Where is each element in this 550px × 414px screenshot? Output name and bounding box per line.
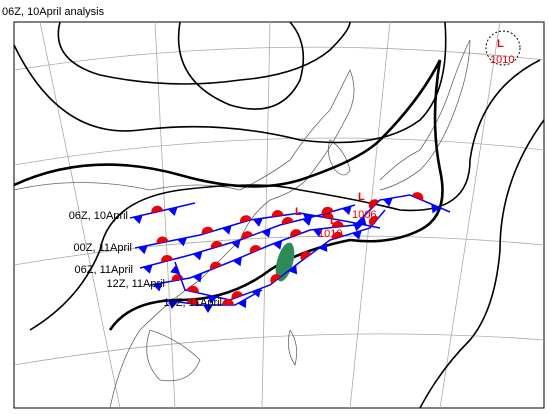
warm-front-semicircle [411, 192, 424, 201]
cold-front-triangle [318, 242, 328, 252]
front-labels: 06Z, 10April 00Z, 11April 06Z, 11April 1… [69, 210, 222, 309]
cold-front-triangle [203, 305, 213, 313]
cold-front-triangle [167, 207, 178, 216]
front-line [134, 212, 381, 249]
warm-front-semicircle [321, 206, 334, 215]
warm-front-semicircle [161, 254, 173, 263]
map-title: 06Z, 10April analysis [2, 6, 105, 18]
warm-front-semicircle [241, 231, 254, 240]
front-label: 06Z, 10April [69, 210, 128, 222]
cold-front-triangle [192, 273, 203, 283]
front-label: 00Z, 11April [74, 242, 133, 254]
warm-front-semicircle [270, 274, 282, 284]
warm-front-semicircle [369, 215, 379, 227]
warm-front-semicircle [281, 217, 294, 225]
cold-front-triangle [382, 197, 393, 207]
cold-front-triangle [152, 282, 163, 292]
warm-front-semicircle [156, 236, 169, 244]
cold-front-triangle [237, 298, 247, 309]
cold-front-triangle [207, 294, 218, 304]
warm-front-semicircle [210, 240, 223, 249]
warm-front-semicircle [300, 251, 312, 261]
cold-front-triangle [132, 215, 143, 225]
cold-front-triangle [167, 300, 178, 310]
warm-front-semicircle [271, 210, 284, 217]
legend: L 1010 [485, 30, 521, 66]
cold-front-triangle [431, 203, 441, 214]
warm-front-semicircle [201, 226, 214, 235]
legend-pressure: 1010 [490, 54, 514, 66]
cold-front-triangle [170, 264, 180, 275]
cold-front-triangle [302, 216, 313, 226]
legend-circle [485, 30, 521, 66]
cold-front-triangle [352, 230, 362, 240]
graticule [13, 21, 545, 409]
front-line [149, 194, 451, 286]
warm-front-semicircle [186, 297, 199, 305]
low-symbol: L [295, 206, 302, 218]
low-pressure: 1006 [352, 209, 376, 221]
warm-front-semicircle [231, 291, 244, 300]
low-symbol: L [330, 215, 337, 227]
front-label: 18Z, 11April [164, 297, 223, 309]
cold-front-triangle [231, 239, 241, 249]
cold-front-triangle [312, 228, 323, 238]
map-frame [13, 21, 545, 409]
front-line [164, 289, 263, 306]
low-pressure: 1010 [318, 228, 342, 240]
legend-symbol: L [497, 38, 504, 50]
cold-front-triangle [261, 228, 271, 238]
cold-front-triangle [357, 215, 367, 225]
warm-front-semicircle [151, 205, 164, 214]
low-symbol: L [358, 191, 365, 203]
fronts [129, 192, 451, 313]
cold-front-triangle [272, 240, 283, 250]
front-label: 12Z, 11April [107, 278, 166, 290]
cold-front-triangle [142, 264, 153, 274]
warm-front-semicircle [249, 245, 262, 254]
cold-front-triangle [232, 256, 242, 267]
warm-front-semicircle [290, 229, 302, 238]
taiwan-highlight [275, 242, 295, 282]
cold-front-triangle [137, 245, 148, 255]
warm-front-semicircle [239, 215, 252, 223]
warm-front-semicircle [368, 199, 380, 210]
warm-front-semicircle [331, 231, 344, 240]
coastlines [13, 39, 471, 409]
warm-front-semicircle [209, 261, 222, 270]
warm-front-semicircle [222, 299, 234, 305]
cold-front-triangle [222, 225, 232, 235]
isobars [13, 21, 545, 409]
warm-front-semicircle [186, 285, 199, 294]
cold-front-triangle [342, 205, 352, 215]
cold-front-triangle [288, 264, 298, 275]
cold-front-triangle [252, 218, 263, 227]
cold-front-triangle [177, 237, 187, 247]
warm-front-semicircle [331, 220, 344, 228]
front-label: 06Z, 11April [75, 264, 134, 276]
lows: L 1010 L 1006 L [295, 191, 376, 240]
cold-front-triangle [192, 251, 203, 261]
